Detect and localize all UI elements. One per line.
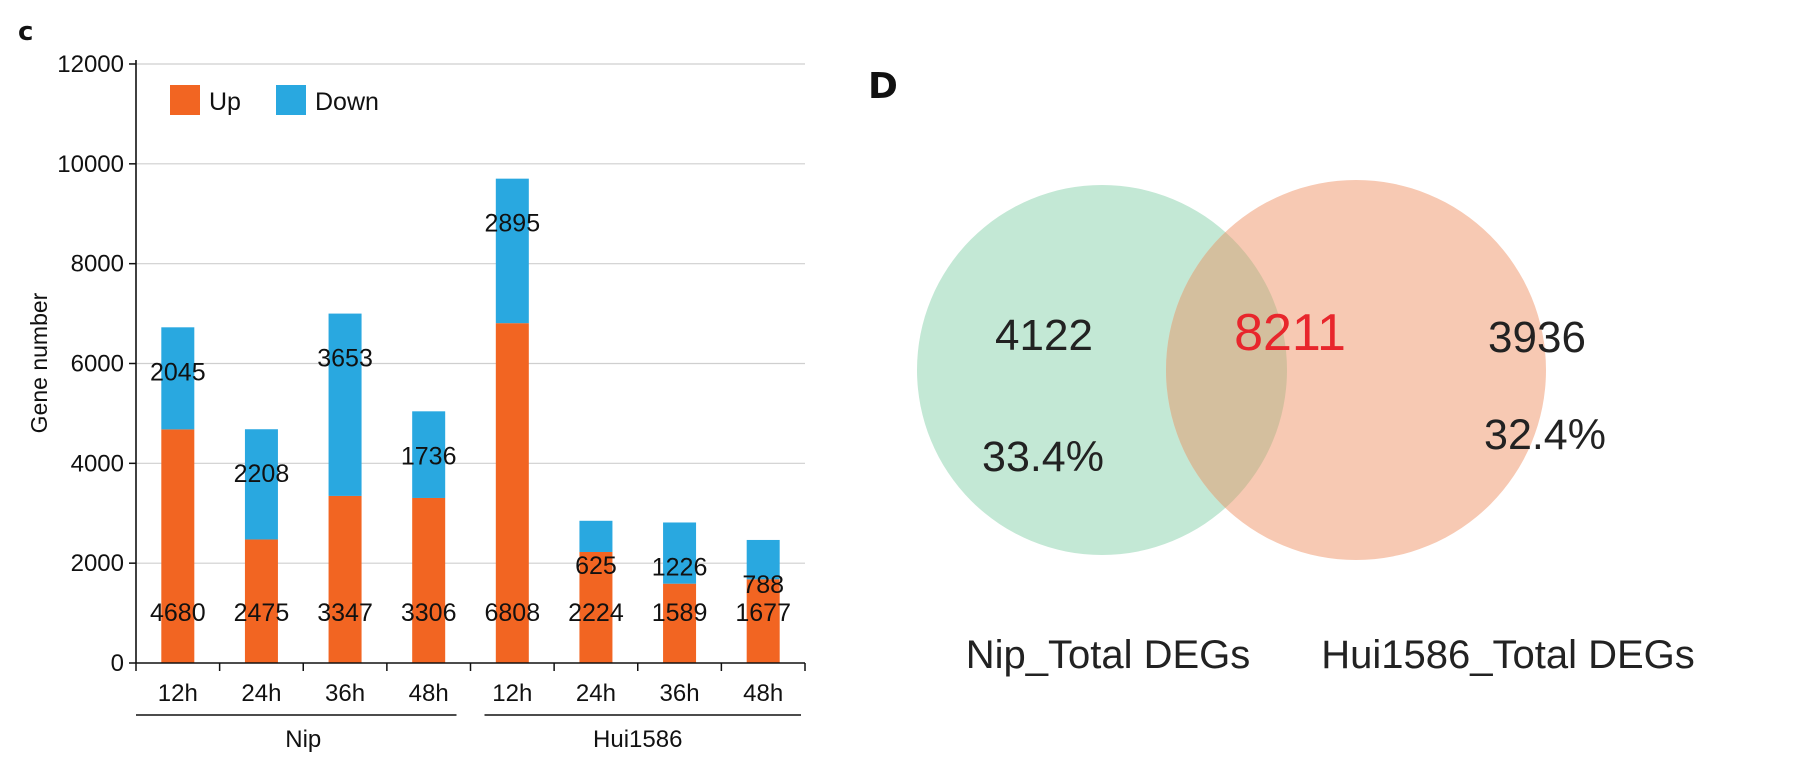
bar-up-value-label: 1589 [652,599,708,627]
venn-intersection-count: 8211 [1234,304,1346,362]
x-tick-label: 48h [743,680,783,707]
y-tick-label: 12000 [57,51,124,78]
x-tick-label: 24h [241,680,281,707]
bar-up [579,551,613,663]
bar-down [328,313,362,496]
stacked-bar-chart: 4680 2045 2475 2208 3347 3653 3306 1736 6808 2895… [26,51,806,753]
x-tick-label: 36h [325,680,365,707]
y-tick-label: 0 [111,650,124,677]
bar-down [161,327,195,430]
bar-down [663,522,697,584]
venn-hui1586-only-percent: 32.4% [1484,411,1606,459]
bar-up [663,583,697,663]
bar-up [495,323,529,663]
venn-circle-hui1586 [1166,180,1546,560]
y-tick-label: 8000 [71,251,124,278]
gridlines [136,63,805,564]
bar-up-value-label: 3306 [401,599,457,627]
legend: Up Down [170,85,379,116]
bar-down-value-label: 2208 [234,460,290,488]
x-tick-label: 24h [576,680,616,707]
venn-set-label-nip: Nip_Total DEGs [966,633,1251,677]
bar-down [579,520,613,552]
y-tick-label: 2000 [71,550,124,577]
bar-down-value-label: 788 [742,571,784,599]
legend-label: Up [209,88,241,116]
bars: 4680 2045 2475 2208 3347 3653 3306 1736 6808 2895… [150,178,791,663]
bar-up [244,539,278,663]
group-label: Nip [285,726,321,753]
panel-label-d: D [868,66,898,107]
panel-label-c: c [18,17,33,47]
bar-up [412,497,446,663]
bar-up [746,579,780,663]
group-label: Hui1586 [593,726,682,753]
bar-down-value-label: 2895 [485,210,541,238]
y-tick-label: 10000 [57,151,124,178]
venn-set-label-hui1586: Hui1586_Total DEGs [1321,633,1695,677]
bar-down [244,429,278,540]
venn-nip-only-count: 4122 [995,311,1093,360]
venn-diagram: 4122 33.4% 8211 3936 32.4% Nip_Total DEG… [917,180,1695,677]
bar-up-value-label: 4680 [150,599,206,627]
bar-up-value-label: 1677 [735,599,791,627]
bar-up-value-label: 2475 [234,599,290,627]
bar-down-value-label: 2045 [150,358,206,386]
x-axis: 12h 24h 36h 48h 12h 24h 36h 48h Nip Hui1586 [135,662,806,753]
bar-up-value-label: 3347 [317,599,373,627]
bar-down-value-label: 3653 [317,345,373,373]
bar-down-value-label: 625 [575,552,617,580]
bar-up-value-label: 2224 [568,599,624,627]
bar-up [328,495,362,663]
x-tick-label: 48h [409,680,449,707]
y-axis-label: Gene number [26,292,52,433]
bar-down [412,411,446,498]
x-tick-label: 12h [158,680,198,707]
y-tick-label: 6000 [71,351,124,378]
venn-nip-only-percent: 33.4% [982,433,1104,481]
x-tick-label: 36h [660,680,700,707]
venn-hui1586-only-count: 3936 [1488,313,1586,362]
y-tick-label: 4000 [71,450,124,477]
bar-down [746,539,780,580]
legend-swatch [170,85,200,115]
bar-down-value-label: 1226 [652,553,708,581]
y-axis-ticks: 0 2000 4000 6000 8000 10000 12000 [57,51,137,677]
bar-down [495,178,529,324]
bar-down-value-label: 1736 [401,442,457,470]
legend-label: Down [315,88,379,116]
bar-up-value-label: 6808 [485,599,541,627]
x-tick-label: 12h [492,680,532,707]
bar-up [161,429,195,663]
legend-swatch [276,85,306,115]
